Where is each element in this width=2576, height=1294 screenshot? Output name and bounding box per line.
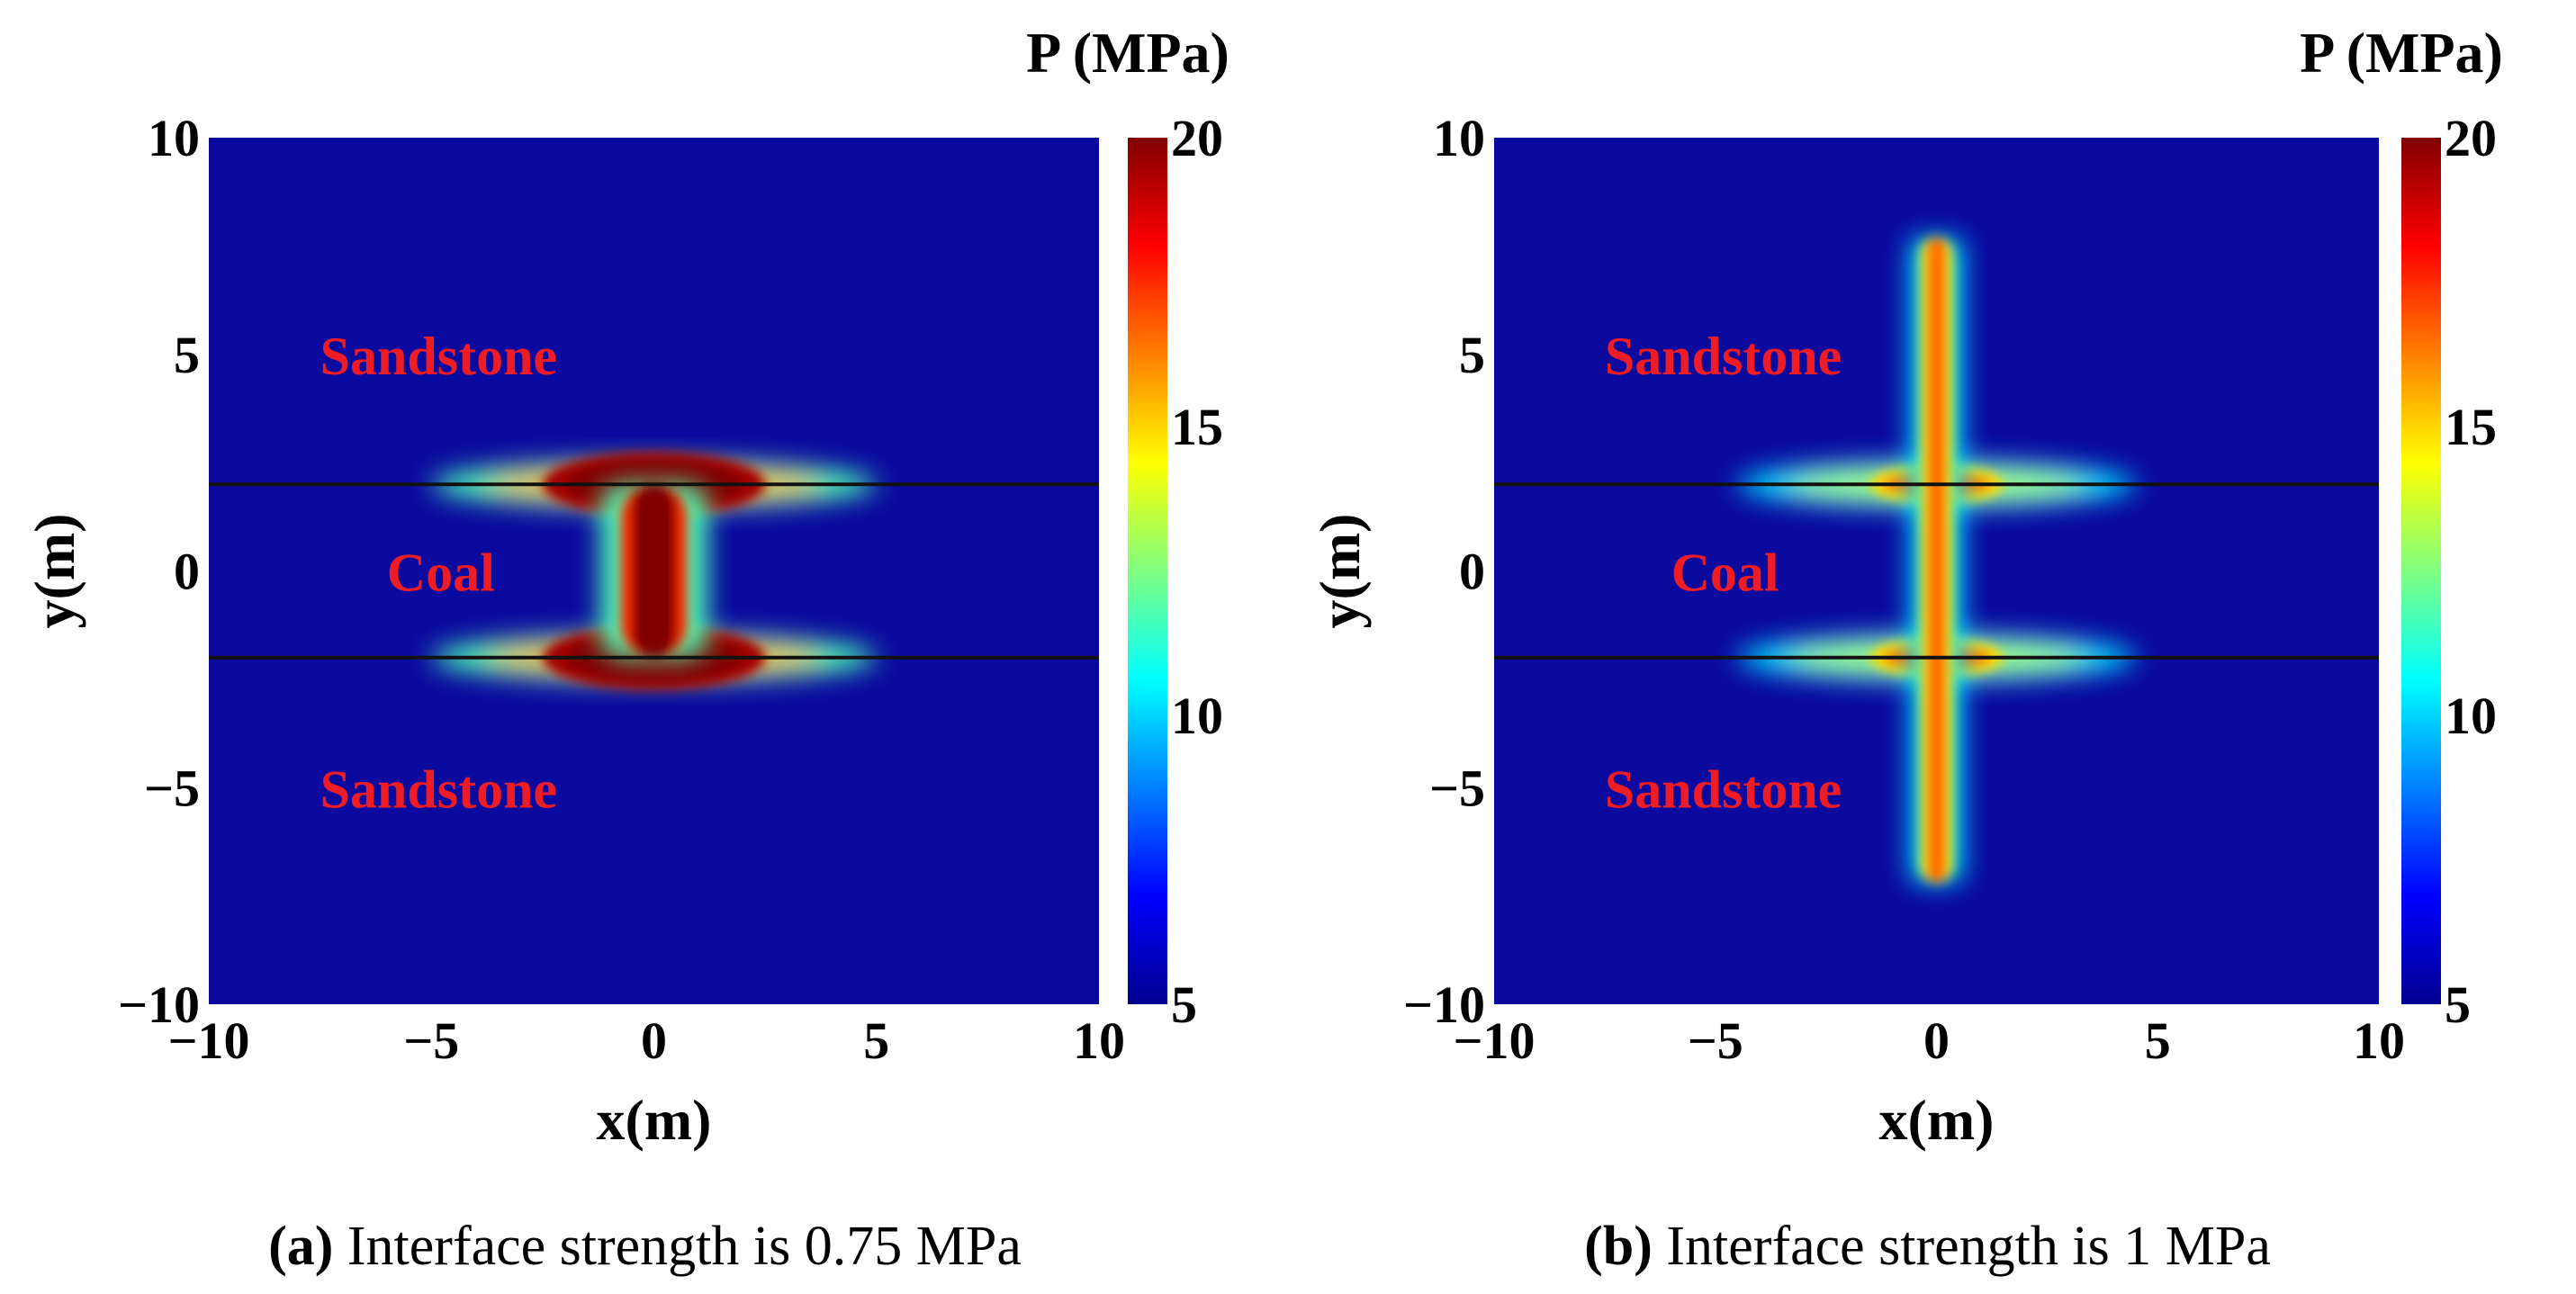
- colorbar-tick-label: 5: [2445, 975, 2471, 1034]
- x-tick-label: 10: [2353, 1011, 2405, 1070]
- colorbar-tick-label: 20: [2445, 109, 2497, 167]
- colorbar-tick-label: 10: [2445, 687, 2497, 745]
- colorbar-tick-label: 20: [1171, 109, 1223, 167]
- x-tick-label: 0: [641, 1011, 667, 1070]
- y-tick-labels: 10 5 0 −5 −10: [1403, 109, 1485, 1034]
- x-tick-label: 5: [2145, 1011, 2171, 1070]
- x-tick-labels: −10 −5 0 5 10: [1453, 1011, 2405, 1070]
- region-label: Coal: [387, 544, 495, 603]
- panel-b: Sandstone Coal Sandstone −10 −5 0 5 10 1…: [1308, 21, 2503, 1277]
- colorbar-title: P (MPa): [1026, 21, 1229, 85]
- region-label: Sandstone: [1605, 759, 1842, 819]
- x-tick-label: −10: [1453, 1011, 1535, 1070]
- y-axis-label: y(m): [23, 514, 86, 629]
- fracture-core: [620, 484, 688, 658]
- x-tick-label: −5: [1688, 1011, 1743, 1070]
- y-tick-label: −5: [1429, 759, 1485, 817]
- region-label: Sandstone: [320, 327, 557, 386]
- panel-caption-text: Interface strength is 0.75 MPa: [347, 1216, 1022, 1277]
- x-axis-label: x(m): [597, 1088, 712, 1152]
- y-tick-label: 5: [174, 326, 200, 384]
- y-tick-label: 10: [1433, 109, 1485, 167]
- colorbar: P (MPa) 20 15 10 5: [1026, 21, 1229, 1034]
- colorbar-tick-label: 10: [1171, 687, 1223, 745]
- x-tick-label: −5: [403, 1011, 459, 1070]
- colorbar-gradient: [1128, 138, 1167, 1004]
- y-tick-label: 10: [148, 109, 200, 167]
- colorbar: P (MPa) 20 15 10 5: [2300, 21, 2503, 1034]
- colorbar-tick-label: 15: [1171, 398, 1223, 456]
- y-tick-label: −10: [1403, 975, 1485, 1034]
- colorbar-tick-label: 15: [2445, 398, 2497, 456]
- colorbar-title: P (MPa): [2300, 21, 2503, 85]
- y-tick-label: 5: [1459, 326, 1485, 384]
- x-tick-labels: −10 −5 0 5 10: [167, 1011, 1125, 1070]
- y-tick-labels: 10 5 0 −5 −10: [118, 109, 200, 1034]
- region-label: Sandstone: [320, 759, 557, 819]
- panel-caption-label: (a): [268, 1216, 333, 1277]
- x-tick-label: 10: [1073, 1011, 1125, 1070]
- heatmap-b: [1494, 138, 2379, 1004]
- region-label: Coal: [1671, 544, 1779, 603]
- x-tick-label: −10: [167, 1011, 249, 1070]
- fracture-core: [1920, 237, 1953, 884]
- panel-caption-label: (b): [1584, 1216, 1653, 1277]
- panel-a: Sandstone Coal Sandstone −10 −5 0 5 10 1…: [23, 21, 1229, 1277]
- colorbar-gradient: [2401, 138, 2441, 1004]
- y-tick-label: −5: [144, 759, 200, 817]
- region-labels: Sandstone Coal Sandstone: [320, 327, 557, 820]
- panel-caption-text: Interface strength is 1 MPa: [1666, 1216, 2270, 1277]
- y-axis-label: y(m): [1308, 514, 1372, 629]
- y-tick-label: 0: [1459, 543, 1485, 601]
- y-tick-label: −10: [118, 975, 200, 1034]
- x-axis-label: x(m): [1879, 1088, 1995, 1152]
- region-labels: Sandstone Coal Sandstone: [1605, 327, 1842, 820]
- x-tick-label: 0: [1923, 1011, 1950, 1070]
- panel-caption: (b) Interface strength is 1 MPa: [1584, 1216, 2271, 1277]
- y-tick-label: 0: [174, 543, 200, 601]
- colorbar-tick-label: 5: [1171, 975, 1197, 1034]
- pressure-field: [431, 452, 877, 690]
- region-label: Sandstone: [1605, 327, 1842, 386]
- x-tick-label: 5: [863, 1011, 889, 1070]
- heatmap-a: [209, 138, 1099, 1004]
- panel-caption: (a) Interface strength is 0.75 MPa: [268, 1216, 1022, 1277]
